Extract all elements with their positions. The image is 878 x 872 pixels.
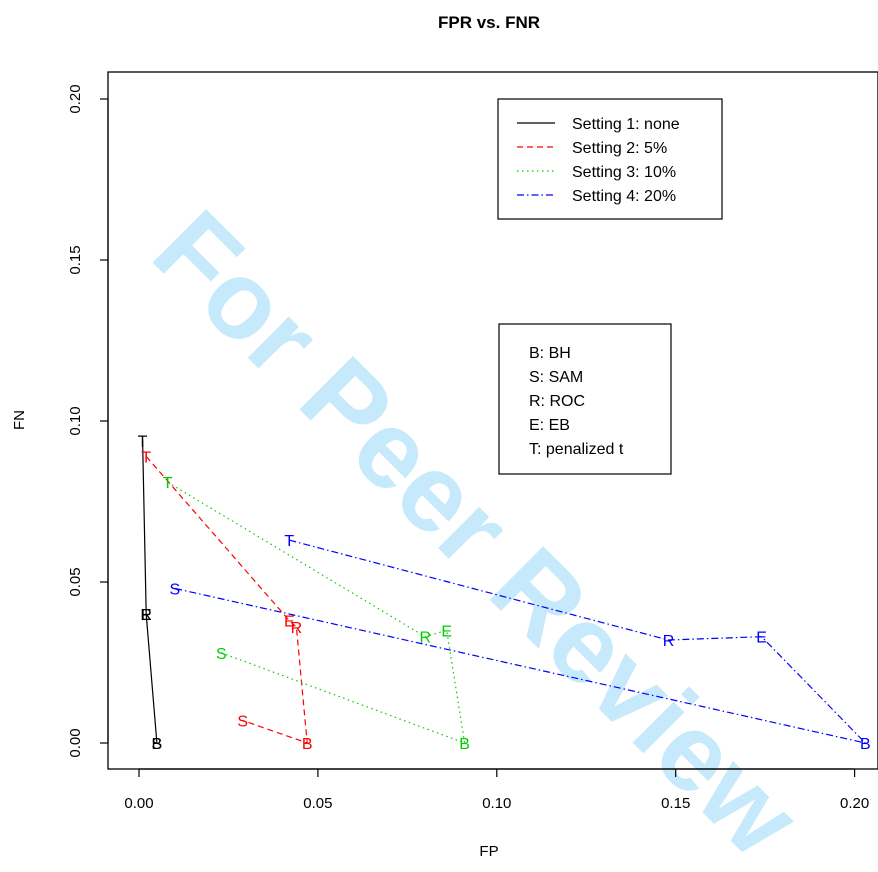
method-key-box [498,323,672,475]
y-tick-label: 0.15 [67,245,84,274]
point-label-t: T [138,433,148,450]
series-line [145,456,308,744]
series-setting-4-20: TR EBS [169,533,870,753]
point-label-s: S [237,713,248,730]
x-tick-label: 0.20 [840,795,869,812]
x-tick-label: 0.10 [482,795,511,812]
point-label-s: S [216,646,227,663]
y-axis: 0.00 0.05 0.10 0.15 0.20 [67,84,109,758]
x-axis: 0.00 0.05 0.10 0.15 0.20 [124,768,869,812]
method-key-entry: T: penalized t [529,441,624,458]
series-setting-3-10: TR EBS [163,475,470,753]
method-key-entry: S: SAM [529,369,583,386]
series-setting-1-none: T ER BS [138,433,163,753]
point-label-s: S [152,736,163,753]
method-key: B: BH S: SAM R: ROC E: EB T: penalized t [498,323,672,475]
point-label-e: E [284,614,295,631]
y-tick-label: 0.10 [67,406,84,435]
y-tick-label: 0.20 [67,84,84,113]
method-key-entry: E: EB [529,417,570,434]
point-label-r: R [663,633,675,650]
point-label-r: R [140,607,152,624]
point-label-b: B [459,736,470,753]
legend-entry: Setting 1: none [572,116,680,133]
point-label-r: R [291,620,303,637]
series-line [167,481,466,744]
point-label-r: R [419,630,431,647]
point-label-s: S [169,581,180,598]
point-label-b: B [860,736,871,753]
y-tick-label: 0.05 [67,567,84,596]
x-tick-label: 0.05 [303,795,332,812]
legend-entry: Setting 2: 5% [572,140,667,157]
point-label-e: E [756,630,767,647]
point-label-t: T [141,449,151,466]
point-label-e: E [441,623,452,640]
x-tick-label: 0.15 [661,795,690,812]
method-key-entry: B: BH [529,345,571,362]
y-tick-label: 0.00 [67,728,84,757]
legend: Setting 1: none Setting 2: 5% Setting 3: 1… [497,98,723,220]
method-key-entry: R: ROC [529,393,585,410]
point-label-e: E [141,607,152,624]
y-axis-label: FN [11,410,28,430]
x-axis-label: FP [479,843,498,860]
legend-entry: Setting 4: 20% [572,188,676,205]
point-label-b: B [302,736,313,753]
x-tick-label: 0.00 [124,795,153,812]
legend-box [497,98,723,220]
series-line [174,539,868,745]
series-line [142,440,158,744]
legend-entry: Setting 3: 10% [572,164,676,181]
point-label-t: T [163,475,173,492]
point-label-b: B [152,736,163,753]
chart-title: FPR vs. FNR [438,13,540,32]
point-label-t: T [284,533,294,550]
plot-frame [107,71,878,770]
